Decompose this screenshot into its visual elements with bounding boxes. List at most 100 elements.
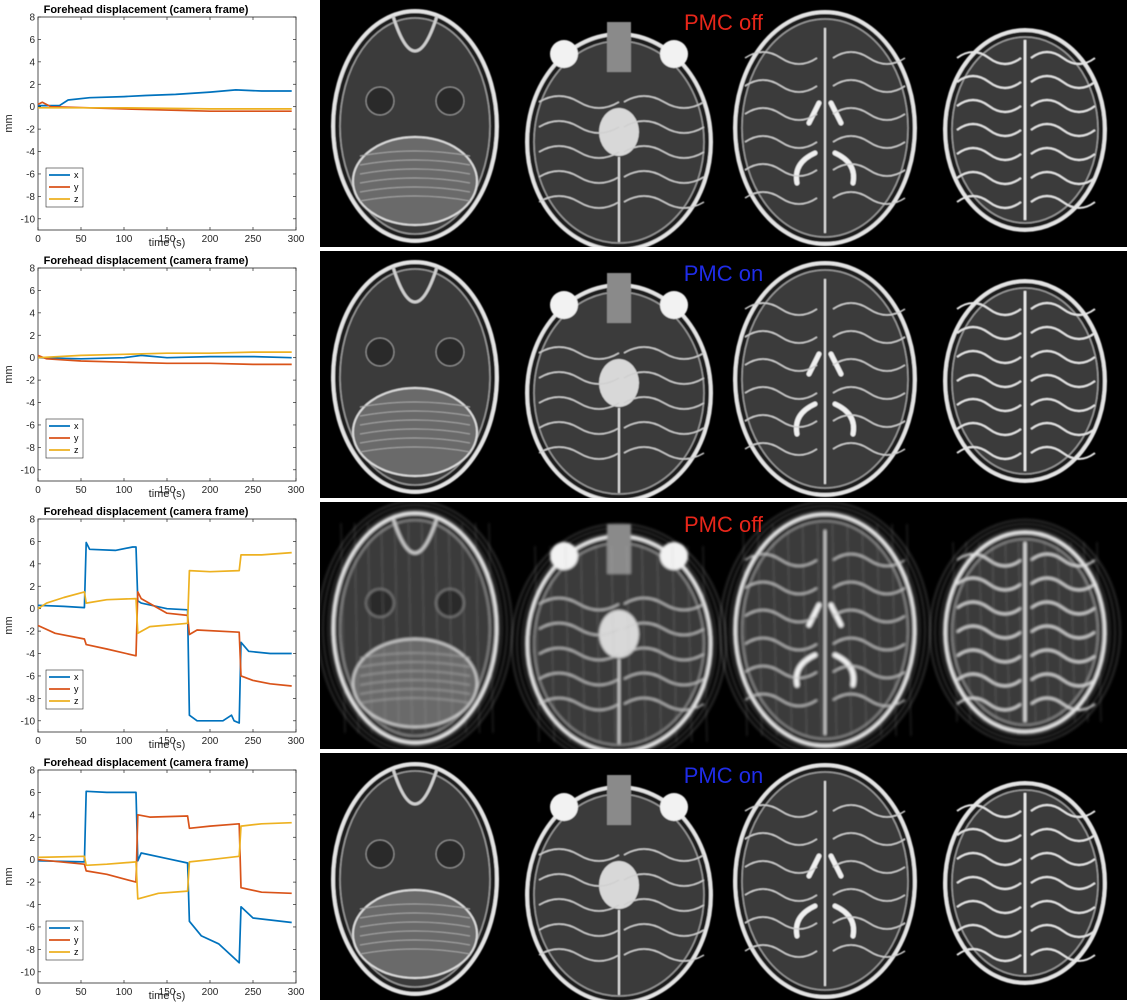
gyri-pattern bbox=[832, 163, 906, 177]
mri-slice-4 bbox=[943, 781, 1107, 985]
series-line-z bbox=[37, 551, 292, 635]
gyri-pattern bbox=[956, 302, 1022, 316]
gyri-pattern bbox=[538, 346, 620, 360]
legend-label-y: y bbox=[74, 182, 79, 192]
mri-slice-1 bbox=[331, 762, 499, 996]
x-tick-label: 50 bbox=[75, 234, 87, 245]
midbrain bbox=[599, 108, 639, 156]
temporal-lobe bbox=[365, 839, 395, 869]
series-line-z bbox=[37, 821, 292, 900]
temporal-lobe bbox=[435, 839, 465, 869]
motion-streak bbox=[1004, 541, 1010, 723]
gyri-pattern bbox=[623, 421, 705, 435]
mri-slice-1 bbox=[320, 502, 513, 749]
gyri-pattern bbox=[832, 386, 906, 400]
gyri-pattern bbox=[744, 553, 818, 567]
y-tick-label: -10 bbox=[21, 465, 36, 476]
gyri-pattern bbox=[538, 873, 620, 887]
nasal-structure bbox=[391, 768, 439, 806]
y-tick-label: -8 bbox=[26, 694, 35, 705]
y-tick-label: -6 bbox=[26, 420, 35, 431]
gyri-pattern bbox=[832, 832, 906, 846]
temporal-lobe bbox=[365, 86, 395, 116]
cerebellar-folia bbox=[359, 652, 471, 659]
chart-title: Forehead displacement (camera frame) bbox=[44, 757, 249, 769]
y-tick-label: 6 bbox=[29, 788, 35, 799]
gyri-pattern bbox=[1030, 900, 1096, 914]
motion-streak bbox=[671, 545, 677, 743]
motion-streak bbox=[434, 522, 440, 734]
motion-streak bbox=[580, 545, 586, 743]
y-tick-label: 0 bbox=[29, 604, 35, 615]
occipital-horns bbox=[793, 150, 857, 186]
cerebellar-folia bbox=[359, 661, 471, 668]
motion-streak bbox=[802, 523, 808, 737]
gyri-pattern bbox=[1030, 350, 1096, 364]
y-tick-label: 8 bbox=[29, 766, 35, 777]
motion-streak bbox=[1017, 541, 1023, 723]
gyri-pattern bbox=[956, 51, 1022, 65]
gyri-pattern bbox=[538, 697, 620, 711]
legend-label-y: y bbox=[74, 684, 79, 694]
gyri-pattern bbox=[1030, 374, 1096, 388]
gyri-pattern bbox=[623, 346, 705, 360]
y-axis-label: mm bbox=[3, 114, 15, 132]
displacement-chart-1: Forehead displacement (camera frame) 8 6 4 2… bbox=[3, 4, 305, 249]
gyri-pattern bbox=[1030, 302, 1096, 316]
gyri-pattern bbox=[1030, 51, 1096, 65]
gyri-pattern bbox=[956, 601, 1022, 615]
y-tick-label: 4 bbox=[29, 810, 35, 821]
x-tick-label: 100 bbox=[116, 485, 133, 496]
motion-streak bbox=[817, 523, 823, 737]
left-orbit bbox=[550, 40, 578, 68]
legend-label-y: y bbox=[74, 935, 79, 945]
gyri-pattern bbox=[956, 876, 1022, 890]
y-tick-label: 2 bbox=[29, 80, 35, 91]
gyri-pattern bbox=[1030, 398, 1096, 412]
gyri-pattern bbox=[623, 948, 705, 962]
x-tick-label: 250 bbox=[245, 234, 262, 245]
gyri-pattern bbox=[956, 852, 1022, 866]
cerebellar-folia bbox=[359, 670, 471, 677]
gyri-pattern bbox=[832, 107, 906, 121]
x-tick-label: 50 bbox=[75, 485, 87, 496]
x-tick-label: 200 bbox=[202, 485, 219, 496]
motion-ghost-ring bbox=[327, 508, 503, 748]
nasal-cavity bbox=[607, 22, 631, 72]
gyri-pattern bbox=[1030, 147, 1096, 161]
x-tick-label: 200 bbox=[202, 736, 219, 747]
gyri-pattern bbox=[744, 860, 818, 874]
motion-streak bbox=[394, 522, 400, 734]
cerebellar-folia bbox=[359, 186, 471, 193]
motion-streak bbox=[488, 522, 494, 734]
gyri-pattern bbox=[623, 446, 705, 460]
motion-streak bbox=[702, 545, 708, 743]
gyri-pattern bbox=[956, 374, 1022, 388]
y-tick-label: 2 bbox=[29, 582, 35, 593]
x-tick-label: 50 bbox=[75, 987, 87, 998]
motion-ghost-ring bbox=[729, 509, 921, 749]
x-tick-label: 100 bbox=[116, 987, 133, 998]
mri-slices-4 bbox=[331, 762, 1107, 1000]
gyri-pattern bbox=[623, 120, 705, 134]
displacement-chart-4: Forehead displacement (camera frame) 8 6 4 2… bbox=[3, 757, 305, 1002]
x-tick-label: 0 bbox=[35, 485, 41, 496]
motion-streak bbox=[367, 522, 373, 734]
y-tick-label: 2 bbox=[29, 833, 35, 844]
motion-streak bbox=[549, 545, 555, 743]
chart-title: Forehead displacement (camera frame) bbox=[44, 255, 249, 267]
x-tick-label: 250 bbox=[245, 987, 262, 998]
legend-label-z: z bbox=[74, 445, 79, 455]
gyri-pattern bbox=[1030, 649, 1096, 663]
x-tick-label: 0 bbox=[35, 234, 41, 245]
gyri-pattern bbox=[956, 649, 1022, 663]
gyri-pattern bbox=[623, 672, 705, 686]
mri-slices-3 bbox=[320, 502, 1121, 749]
gyri-pattern bbox=[956, 123, 1022, 137]
motion-streak bbox=[656, 545, 662, 743]
gyri-pattern bbox=[538, 898, 620, 912]
motion-streak bbox=[891, 523, 897, 737]
cerebellar-folia bbox=[359, 428, 471, 435]
nasal-cavity bbox=[607, 775, 631, 825]
gyri-pattern bbox=[538, 145, 620, 159]
